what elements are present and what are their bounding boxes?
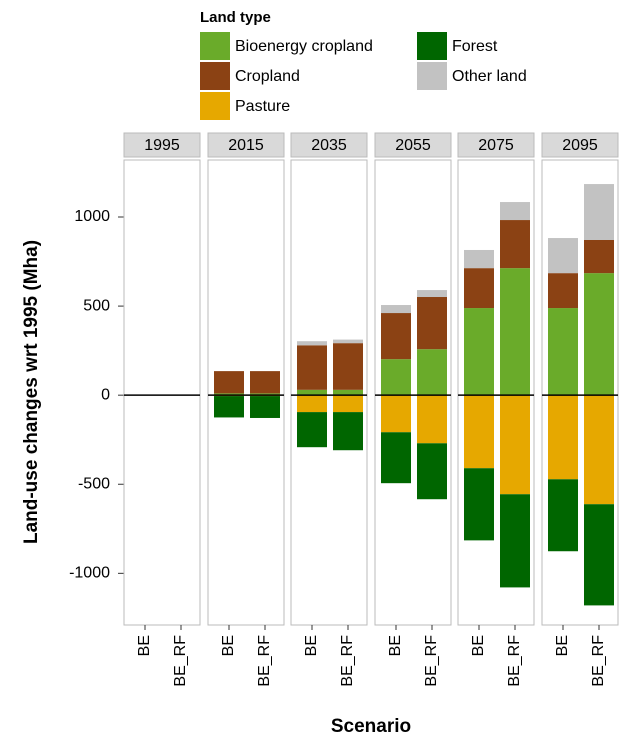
x-tick-label: BE_RF — [339, 635, 356, 687]
x-tick-label: BE — [470, 635, 487, 656]
bar — [297, 412, 327, 448]
bar — [417, 349, 447, 396]
legend-swatch — [200, 32, 230, 60]
y-tick-label: -1000 — [69, 565, 110, 582]
bar — [214, 393, 244, 396]
facet-label: 1995 — [144, 137, 180, 154]
bar — [333, 412, 363, 451]
legend-label: Pasture — [235, 98, 290, 115]
x-tick-label: BE — [554, 635, 571, 656]
bar — [584, 504, 614, 606]
facet-strip — [123, 132, 201, 158]
bar — [381, 432, 411, 484]
bar — [464, 395, 494, 469]
y-axis-label: Land-use changes wrt 1995 (Mha) — [21, 240, 42, 544]
y-tick-label: 500 — [83, 297, 110, 314]
x-axis-label: Scenario — [331, 716, 411, 737]
bar — [584, 239, 614, 274]
bar — [250, 393, 280, 396]
bar — [500, 202, 530, 221]
y-tick-label: 0 — [101, 386, 110, 403]
legend-label: Forest — [452, 38, 498, 55]
x-tick-label: BE_RF — [172, 635, 189, 687]
bar — [297, 395, 327, 413]
bar — [548, 308, 578, 396]
bar — [464, 308, 494, 396]
x-tick-label: BE — [220, 635, 237, 656]
legend-swatch — [417, 62, 447, 90]
bar — [548, 395, 578, 480]
facet-strip — [541, 132, 619, 158]
bar — [464, 468, 494, 541]
x-tick-label: BE — [387, 635, 404, 656]
x-tick-label: BE — [303, 635, 320, 656]
bar — [417, 395, 447, 444]
legend-label: Bioenergy cropland — [235, 38, 373, 55]
y-tick-label: -500 — [78, 475, 110, 492]
x-tick-label: BE_RF — [256, 635, 273, 687]
x-tick-label: BE_RF — [506, 635, 523, 687]
legend-label: Other land — [452, 68, 527, 85]
panel — [123, 159, 201, 626]
bar — [548, 238, 578, 274]
bar — [333, 339, 363, 344]
bar — [250, 371, 280, 394]
bar — [214, 396, 244, 418]
legend-swatch — [200, 92, 230, 120]
x-tick-label: BE_RF — [590, 635, 607, 687]
bar — [417, 443, 447, 500]
bar — [584, 395, 614, 505]
bar — [584, 273, 614, 396]
bar — [417, 297, 447, 350]
facet-label: 2035 — [311, 137, 347, 154]
legend-label: Cropland — [235, 68, 300, 85]
bar — [464, 268, 494, 309]
facet-strip — [374, 132, 452, 158]
facet-label: 2055 — [395, 137, 431, 154]
bar — [333, 389, 363, 396]
bar — [381, 359, 411, 396]
bar — [500, 395, 530, 495]
bar — [500, 220, 530, 269]
facet-label: 2095 — [562, 137, 598, 154]
x-tick-label: BE_RF — [423, 635, 440, 687]
legend-swatch — [200, 62, 230, 90]
x-tick-label: BE — [136, 635, 153, 656]
bar — [500, 268, 530, 396]
bar — [417, 290, 447, 298]
bar — [548, 273, 578, 309]
bar — [250, 396, 280, 418]
legend-swatch — [417, 32, 447, 60]
bar — [500, 494, 530, 588]
facet-strip — [207, 132, 285, 158]
bar — [381, 313, 411, 360]
bar — [333, 395, 363, 413]
bar — [297, 345, 327, 390]
bar — [548, 479, 578, 552]
bar — [464, 249, 494, 269]
facet-label: 2075 — [478, 137, 514, 154]
bar — [381, 305, 411, 314]
bar — [297, 341, 327, 346]
facet-label: 2015 — [228, 137, 264, 154]
bar — [297, 389, 327, 396]
facet-strip — [290, 132, 368, 158]
legend-title: Land type — [200, 9, 271, 26]
bar — [214, 371, 244, 394]
y-tick-label: 1000 — [74, 208, 110, 225]
bar — [333, 343, 363, 390]
bar — [584, 184, 614, 240]
facet-strip — [457, 132, 535, 158]
bar — [381, 395, 411, 433]
